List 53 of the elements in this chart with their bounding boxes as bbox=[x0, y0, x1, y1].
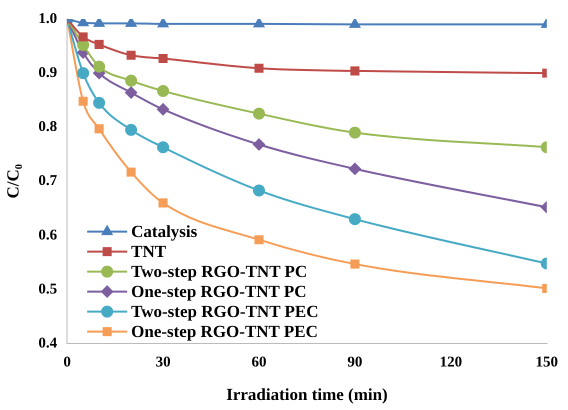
point bbox=[157, 103, 170, 116]
point bbox=[94, 124, 104, 134]
point bbox=[94, 40, 104, 49]
point bbox=[126, 168, 136, 177]
x-tick-label: 150 bbox=[536, 354, 558, 370]
point bbox=[77, 67, 90, 80]
point bbox=[254, 235, 264, 244]
legend-label: Catalysis bbox=[131, 222, 198, 241]
point bbox=[158, 19, 168, 28]
point bbox=[126, 50, 136, 60]
legend-label: One-step RGO-TNT PC bbox=[131, 282, 307, 301]
point bbox=[254, 64, 264, 73]
x-tick-label: 0 bbox=[63, 354, 71, 370]
y-tick-label: 0.4 bbox=[38, 335, 58, 352]
point bbox=[126, 19, 136, 27]
y-axis-title: C/C₀ bbox=[4, 164, 23, 198]
legend-label: One-step RGO-TNT PEC bbox=[131, 322, 318, 341]
point bbox=[125, 86, 138, 99]
point bbox=[252, 184, 265, 196]
legend-label: Two-step RGO-TNT PEC bbox=[131, 302, 318, 321]
point bbox=[94, 19, 104, 27]
x-tick-label: 90 bbox=[347, 354, 362, 370]
point bbox=[348, 213, 361, 226]
point bbox=[350, 19, 360, 28]
y-tick-label: 0.5 bbox=[38, 281, 58, 298]
point bbox=[78, 96, 88, 106]
point bbox=[78, 32, 88, 42]
point bbox=[93, 96, 106, 109]
point bbox=[254, 19, 264, 28]
x-tick-label: 60 bbox=[251, 354, 266, 370]
point bbox=[157, 141, 170, 154]
point bbox=[125, 124, 138, 136]
point bbox=[158, 198, 168, 208]
x-axis-title: Irradiation time (min) bbox=[226, 385, 388, 404]
point bbox=[93, 60, 106, 73]
point bbox=[350, 260, 360, 269]
point bbox=[157, 84, 170, 97]
legend-label: TNT bbox=[131, 242, 167, 261]
point bbox=[125, 74, 138, 87]
point bbox=[348, 162, 361, 175]
point bbox=[158, 54, 168, 64]
x-tick-label: 30 bbox=[156, 354, 171, 370]
point bbox=[252, 108, 265, 120]
legend-label: Two-step RGO-TNT PC bbox=[131, 262, 308, 281]
x-tick-label: 120 bbox=[440, 354, 462, 370]
point bbox=[350, 66, 360, 76]
y-tick-label: 0.9 bbox=[38, 64, 58, 81]
y-tick-label: 0.6 bbox=[38, 227, 58, 244]
point bbox=[252, 138, 265, 151]
y-tick-label: 0.7 bbox=[38, 173, 58, 190]
y-tick-label: 1.0 bbox=[38, 10, 58, 27]
y-tick-label: 0.8 bbox=[38, 119, 58, 136]
point bbox=[348, 126, 361, 139]
